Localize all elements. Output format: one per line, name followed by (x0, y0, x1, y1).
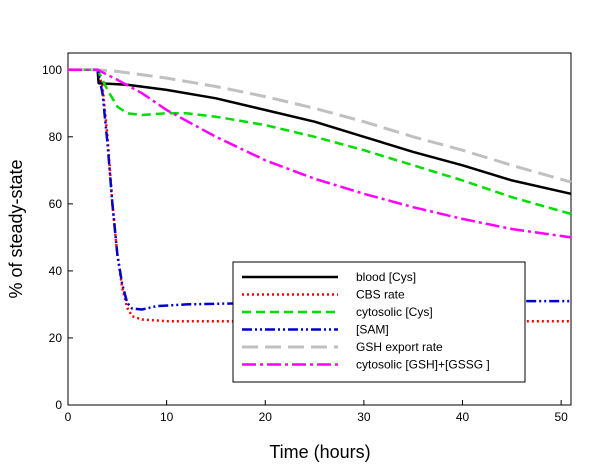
legend-box (232, 261, 526, 383)
plot-frame (67, 52, 572, 406)
y-tick-label: 80 (49, 130, 63, 144)
x-tick-label: 20 (259, 410, 273, 424)
legend-label: CBS rate (356, 288, 405, 302)
series-line-2 (68, 68, 572, 216)
y-axis-title: % of steady-state (6, 159, 26, 298)
legend-label: cytosolic [GSH]+[GSSG ] (356, 358, 490, 372)
series-line-5 (68, 68, 572, 239)
legend-label: GSH export rate (356, 340, 443, 354)
x-axis-title: Time (hours) (269, 442, 370, 462)
y-tick-label: 20 (49, 331, 63, 345)
legend-items: blood [Cys] CBS rate cytosolic [Cys] [SAM] G… (242, 270, 490, 372)
series-line-4 (68, 68, 572, 184)
series-line-0 (68, 68, 572, 196)
x-tick-label: 50 (554, 410, 568, 424)
y-tick-label: 100 (42, 63, 62, 77)
legend: blood [Cys] CBS rate cytosolic [Cys] [SAM] G… (232, 261, 526, 383)
y-tick-label: 40 (49, 264, 63, 278)
legend-label: cytosolic [Cys] (356, 305, 433, 319)
axis-ticks: 0 10 20 30 40 50 0 20 40 60 80 100 (42, 63, 568, 424)
x-tick-label: 30 (357, 410, 371, 424)
y-tick-label: 60 (49, 197, 63, 211)
x-tick-label: 10 (160, 410, 174, 424)
x-tick-label: 40 (456, 410, 470, 424)
legend-label: [SAM] (356, 323, 389, 337)
x-tick-label: 0 (65, 410, 72, 424)
legend-label: blood [Cys] (356, 270, 416, 284)
y-tick-label: 0 (55, 398, 62, 412)
